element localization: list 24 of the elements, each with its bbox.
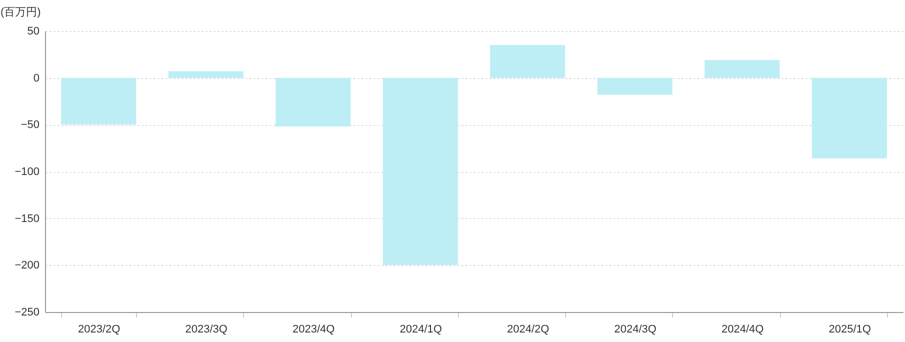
x-tick-label: 2023/3Q [185, 324, 228, 336]
y-tick-label: −200 [14, 260, 40, 272]
bar [490, 45, 566, 78]
x-tick-label: 2023/2Q [78, 324, 121, 336]
x-tick-label: 2023/4Q [292, 324, 336, 336]
y-axis-title: (百万円) [0, 6, 41, 18]
y-tick-label: 0 [33, 72, 40, 84]
x-tick-label: 2024/4Q [722, 324, 764, 336]
x-tick-label: 2025/1Q [828, 324, 872, 336]
bar [276, 78, 351, 127]
y-tick-label: −50 [20, 119, 40, 132]
x-tick-label: 2024/1Q [400, 324, 442, 336]
bar [382, 78, 458, 266]
x-tick-label: 2024/3Q [614, 324, 657, 336]
bar [61, 78, 136, 125]
bar [597, 78, 672, 95]
y-tick-label: −150 [14, 212, 40, 225]
x-tick-label: 2024/2Q [507, 324, 550, 336]
bar [168, 71, 244, 78]
bar [704, 60, 780, 78]
y-tick-label: 50 [27, 26, 40, 38]
y-tick-label: −250 [14, 306, 40, 318]
y-tick-label: −100 [14, 166, 40, 178]
bar [812, 78, 887, 158]
